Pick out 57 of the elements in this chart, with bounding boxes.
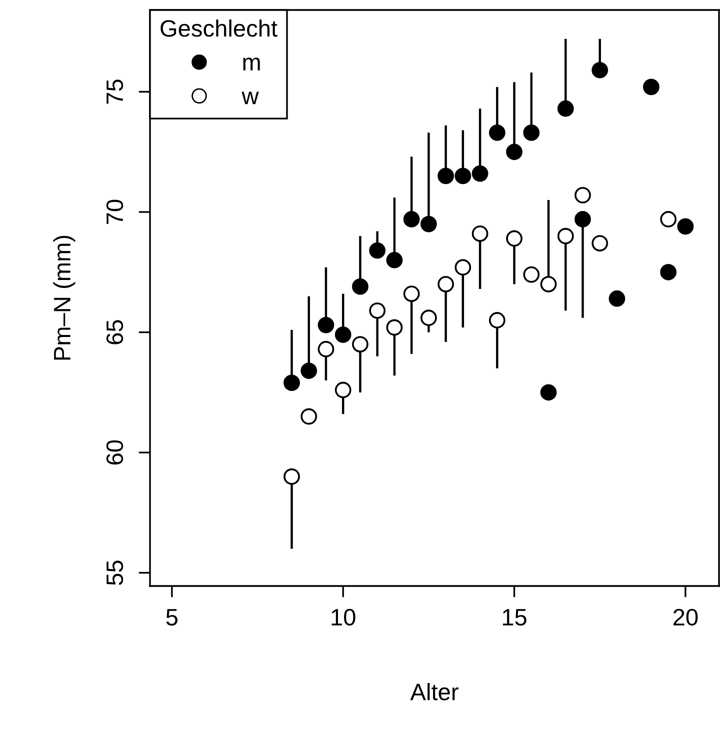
point — [523, 124, 540, 141]
point — [420, 310, 437, 326]
x-tick-label: 10 — [332, 608, 356, 626]
point — [334, 382, 352, 398]
y-tick-label: 70 — [106, 200, 124, 224]
point — [677, 218, 694, 235]
point — [506, 230, 522, 247]
x-axis-title: Alter — [410, 683, 458, 700]
point — [454, 168, 472, 184]
point — [472, 225, 488, 242]
point — [557, 228, 574, 244]
point — [557, 100, 574, 117]
point — [540, 276, 557, 292]
point — [352, 336, 368, 352]
point — [660, 211, 677, 228]
point — [488, 312, 506, 328]
point — [284, 374, 300, 391]
point — [592, 235, 608, 252]
point — [523, 266, 540, 283]
point — [472, 165, 488, 182]
point — [420, 216, 437, 232]
y-tick-label: 75 — [106, 80, 124, 104]
x-tick-label: 5 — [166, 609, 178, 626]
point — [608, 290, 626, 307]
point — [438, 276, 454, 292]
point — [488, 124, 506, 141]
point — [318, 340, 334, 358]
point — [300, 408, 318, 425]
y-tick-label: 55 — [106, 560, 124, 585]
point — [318, 316, 334, 334]
legend-label: m — [243, 58, 260, 70]
legend-label: w — [242, 92, 259, 104]
point — [352, 278, 368, 295]
point — [506, 144, 522, 160]
x-tick-label: 20 — [674, 608, 698, 626]
legend-title: Geschlecht — [160, 19, 278, 37]
point — [386, 252, 403, 268]
y-axis-title: Pm–N (mm) — [53, 236, 76, 360]
point — [540, 384, 557, 401]
point — [660, 264, 677, 280]
point — [454, 259, 472, 276]
point — [574, 187, 591, 204]
y-tick-label: 65 — [106, 320, 124, 344]
point — [334, 326, 352, 343]
point — [369, 302, 386, 319]
point — [592, 62, 608, 78]
point — [369, 242, 386, 259]
point — [438, 168, 454, 184]
point — [574, 211, 591, 228]
x-tick-label: 15 — [502, 609, 526, 626]
y-tick-label: 60 — [106, 440, 124, 464]
point — [403, 286, 420, 302]
point — [403, 211, 420, 228]
point — [643, 78, 660, 96]
point — [284, 468, 300, 485]
point — [300, 362, 318, 379]
point — [386, 319, 403, 336]
